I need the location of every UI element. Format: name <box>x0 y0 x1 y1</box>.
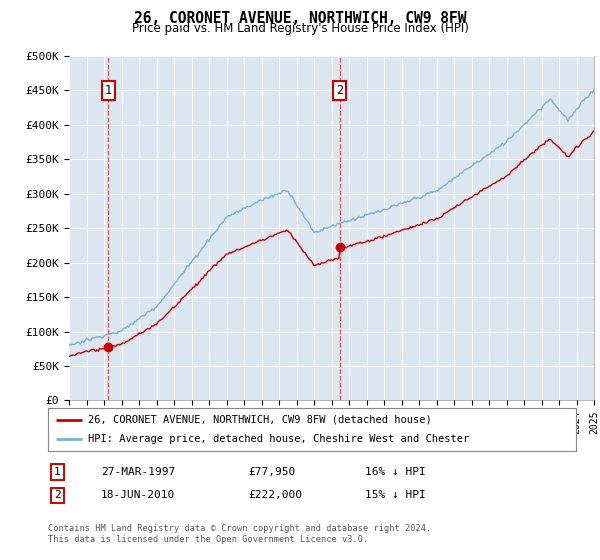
Text: 2: 2 <box>336 84 343 97</box>
Text: 18-JUN-2010: 18-JUN-2010 <box>101 491 175 501</box>
Text: 1: 1 <box>54 467 61 477</box>
Text: 2: 2 <box>54 491 61 501</box>
Text: £222,000: £222,000 <box>248 491 302 501</box>
Text: Contains HM Land Registry data © Crown copyright and database right 2024.
This d: Contains HM Land Registry data © Crown c… <box>48 524 431 544</box>
Text: 15% ↓ HPI: 15% ↓ HPI <box>365 491 425 501</box>
Text: 26, CORONET AVENUE, NORTHWICH, CW9 8FW: 26, CORONET AVENUE, NORTHWICH, CW9 8FW <box>134 11 466 26</box>
Text: 26, CORONET AVENUE, NORTHWICH, CW9 8FW (detached house): 26, CORONET AVENUE, NORTHWICH, CW9 8FW (… <box>88 415 431 424</box>
Text: 1: 1 <box>104 84 112 97</box>
Text: Price paid vs. HM Land Registry's House Price Index (HPI): Price paid vs. HM Land Registry's House … <box>131 22 469 35</box>
Text: HPI: Average price, detached house, Cheshire West and Chester: HPI: Average price, detached house, Ches… <box>88 435 469 444</box>
Text: 27-MAR-1997: 27-MAR-1997 <box>101 467 175 477</box>
Text: 16% ↓ HPI: 16% ↓ HPI <box>365 467 425 477</box>
Text: £77,950: £77,950 <box>248 467 296 477</box>
